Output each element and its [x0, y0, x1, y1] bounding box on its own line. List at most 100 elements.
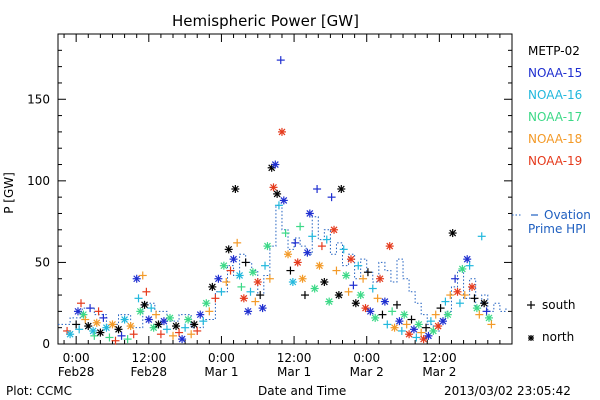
north-point [196, 310, 205, 319]
south-point [383, 320, 392, 329]
marker-stroke [415, 320, 423, 328]
north-point [346, 255, 355, 264]
marker-stroke [306, 210, 314, 217]
south-point [142, 287, 151, 296]
north-point [136, 307, 145, 316]
north-point [159, 317, 168, 326]
marker-stroke [244, 307, 252, 315]
north-point [126, 322, 135, 331]
chart-title: Hemispheric Power [GW] [172, 12, 359, 30]
north-point [468, 282, 477, 291]
south-point [482, 307, 491, 316]
marker-stroke [352, 299, 360, 307]
north-point [120, 315, 129, 324]
north-point [89, 326, 98, 335]
marker-stroke [420, 335, 428, 343]
marker-stroke [236, 272, 244, 279]
marker-stroke [264, 242, 271, 250]
south-point [339, 245, 348, 254]
south-point [378, 310, 387, 319]
marker-stroke [178, 335, 186, 343]
marker-stroke [299, 275, 306, 283]
marker-stroke [115, 325, 122, 333]
south-point [281, 229, 290, 238]
south-point [274, 201, 283, 210]
south-point [86, 304, 95, 313]
y-tick-label: 150 [27, 92, 50, 106]
marker-stroke [141, 301, 148, 309]
north-point [315, 261, 324, 270]
south-point [99, 313, 108, 322]
north-point [269, 183, 278, 192]
x-tick-date-label: Mar 2 [350, 365, 384, 379]
south-point [72, 320, 81, 329]
marker-stroke [184, 316, 192, 323]
south-point [487, 320, 496, 329]
south-point [363, 268, 372, 277]
marker-stroke [230, 255, 237, 263]
south-point [286, 266, 295, 275]
legend-item-noaa-18: NOAA-18 [528, 132, 582, 146]
north-point [73, 307, 82, 316]
north-point [385, 242, 394, 251]
north-point [371, 313, 380, 322]
y-tick-label: 100 [27, 174, 50, 188]
south-point [199, 317, 208, 326]
south-point [75, 325, 84, 334]
marker-stroke [231, 185, 239, 193]
marker-stroke [249, 268, 257, 276]
south-point [251, 297, 260, 306]
y-tick-label: 50 [35, 255, 50, 269]
south-point [300, 291, 309, 300]
north-point [96, 328, 105, 337]
marker-stroke [381, 298, 389, 306]
south-point [327, 193, 336, 202]
north-point [149, 323, 158, 332]
marker-stroke [240, 294, 248, 302]
marker-stroke [444, 311, 452, 319]
north-point [438, 317, 447, 326]
south-point [397, 326, 406, 335]
x-tick-date-label: Mar 2 [422, 365, 456, 379]
marker-stroke [208, 283, 216, 291]
marker-stroke [127, 322, 135, 330]
marker-key-south-label: south [542, 298, 576, 312]
marker-stroke [289, 278, 297, 286]
marker-stroke [121, 316, 129, 323]
marker-stroke [145, 316, 153, 323]
north-point [108, 320, 117, 329]
north-point [390, 323, 399, 332]
south-point [426, 317, 435, 326]
south-point [147, 304, 156, 313]
south-point [134, 294, 143, 303]
south-point [111, 336, 120, 345]
south-point [90, 331, 99, 340]
legend-item-noaa-17: NOAA-17 [528, 110, 582, 124]
north-point [342, 271, 351, 280]
north-point [271, 160, 280, 169]
south-point [475, 310, 484, 319]
north-point [66, 330, 75, 339]
marker-stroke [225, 245, 233, 253]
x-tick-date-label: Feb28 [58, 365, 95, 379]
north-point [448, 229, 457, 238]
marker-stroke [316, 262, 323, 270]
north-point [172, 322, 181, 331]
south-point [162, 325, 171, 334]
x-tick-label: 0:00 [208, 351, 235, 365]
south-point [368, 284, 377, 293]
north-point [376, 274, 385, 283]
north-point [356, 291, 365, 300]
south-point [241, 258, 250, 267]
north-point [337, 185, 346, 193]
x-tick-date-label: Mar 1 [277, 365, 311, 379]
north-point [219, 261, 228, 270]
marker-stroke [376, 275, 384, 283]
south-point [246, 287, 255, 296]
x-axis-label: Date and Time [258, 384, 347, 398]
marker-stroke [337, 185, 345, 193]
x-tick-label: 12:00 [132, 351, 167, 365]
marker-stroke [160, 317, 168, 325]
south-point [193, 326, 202, 335]
